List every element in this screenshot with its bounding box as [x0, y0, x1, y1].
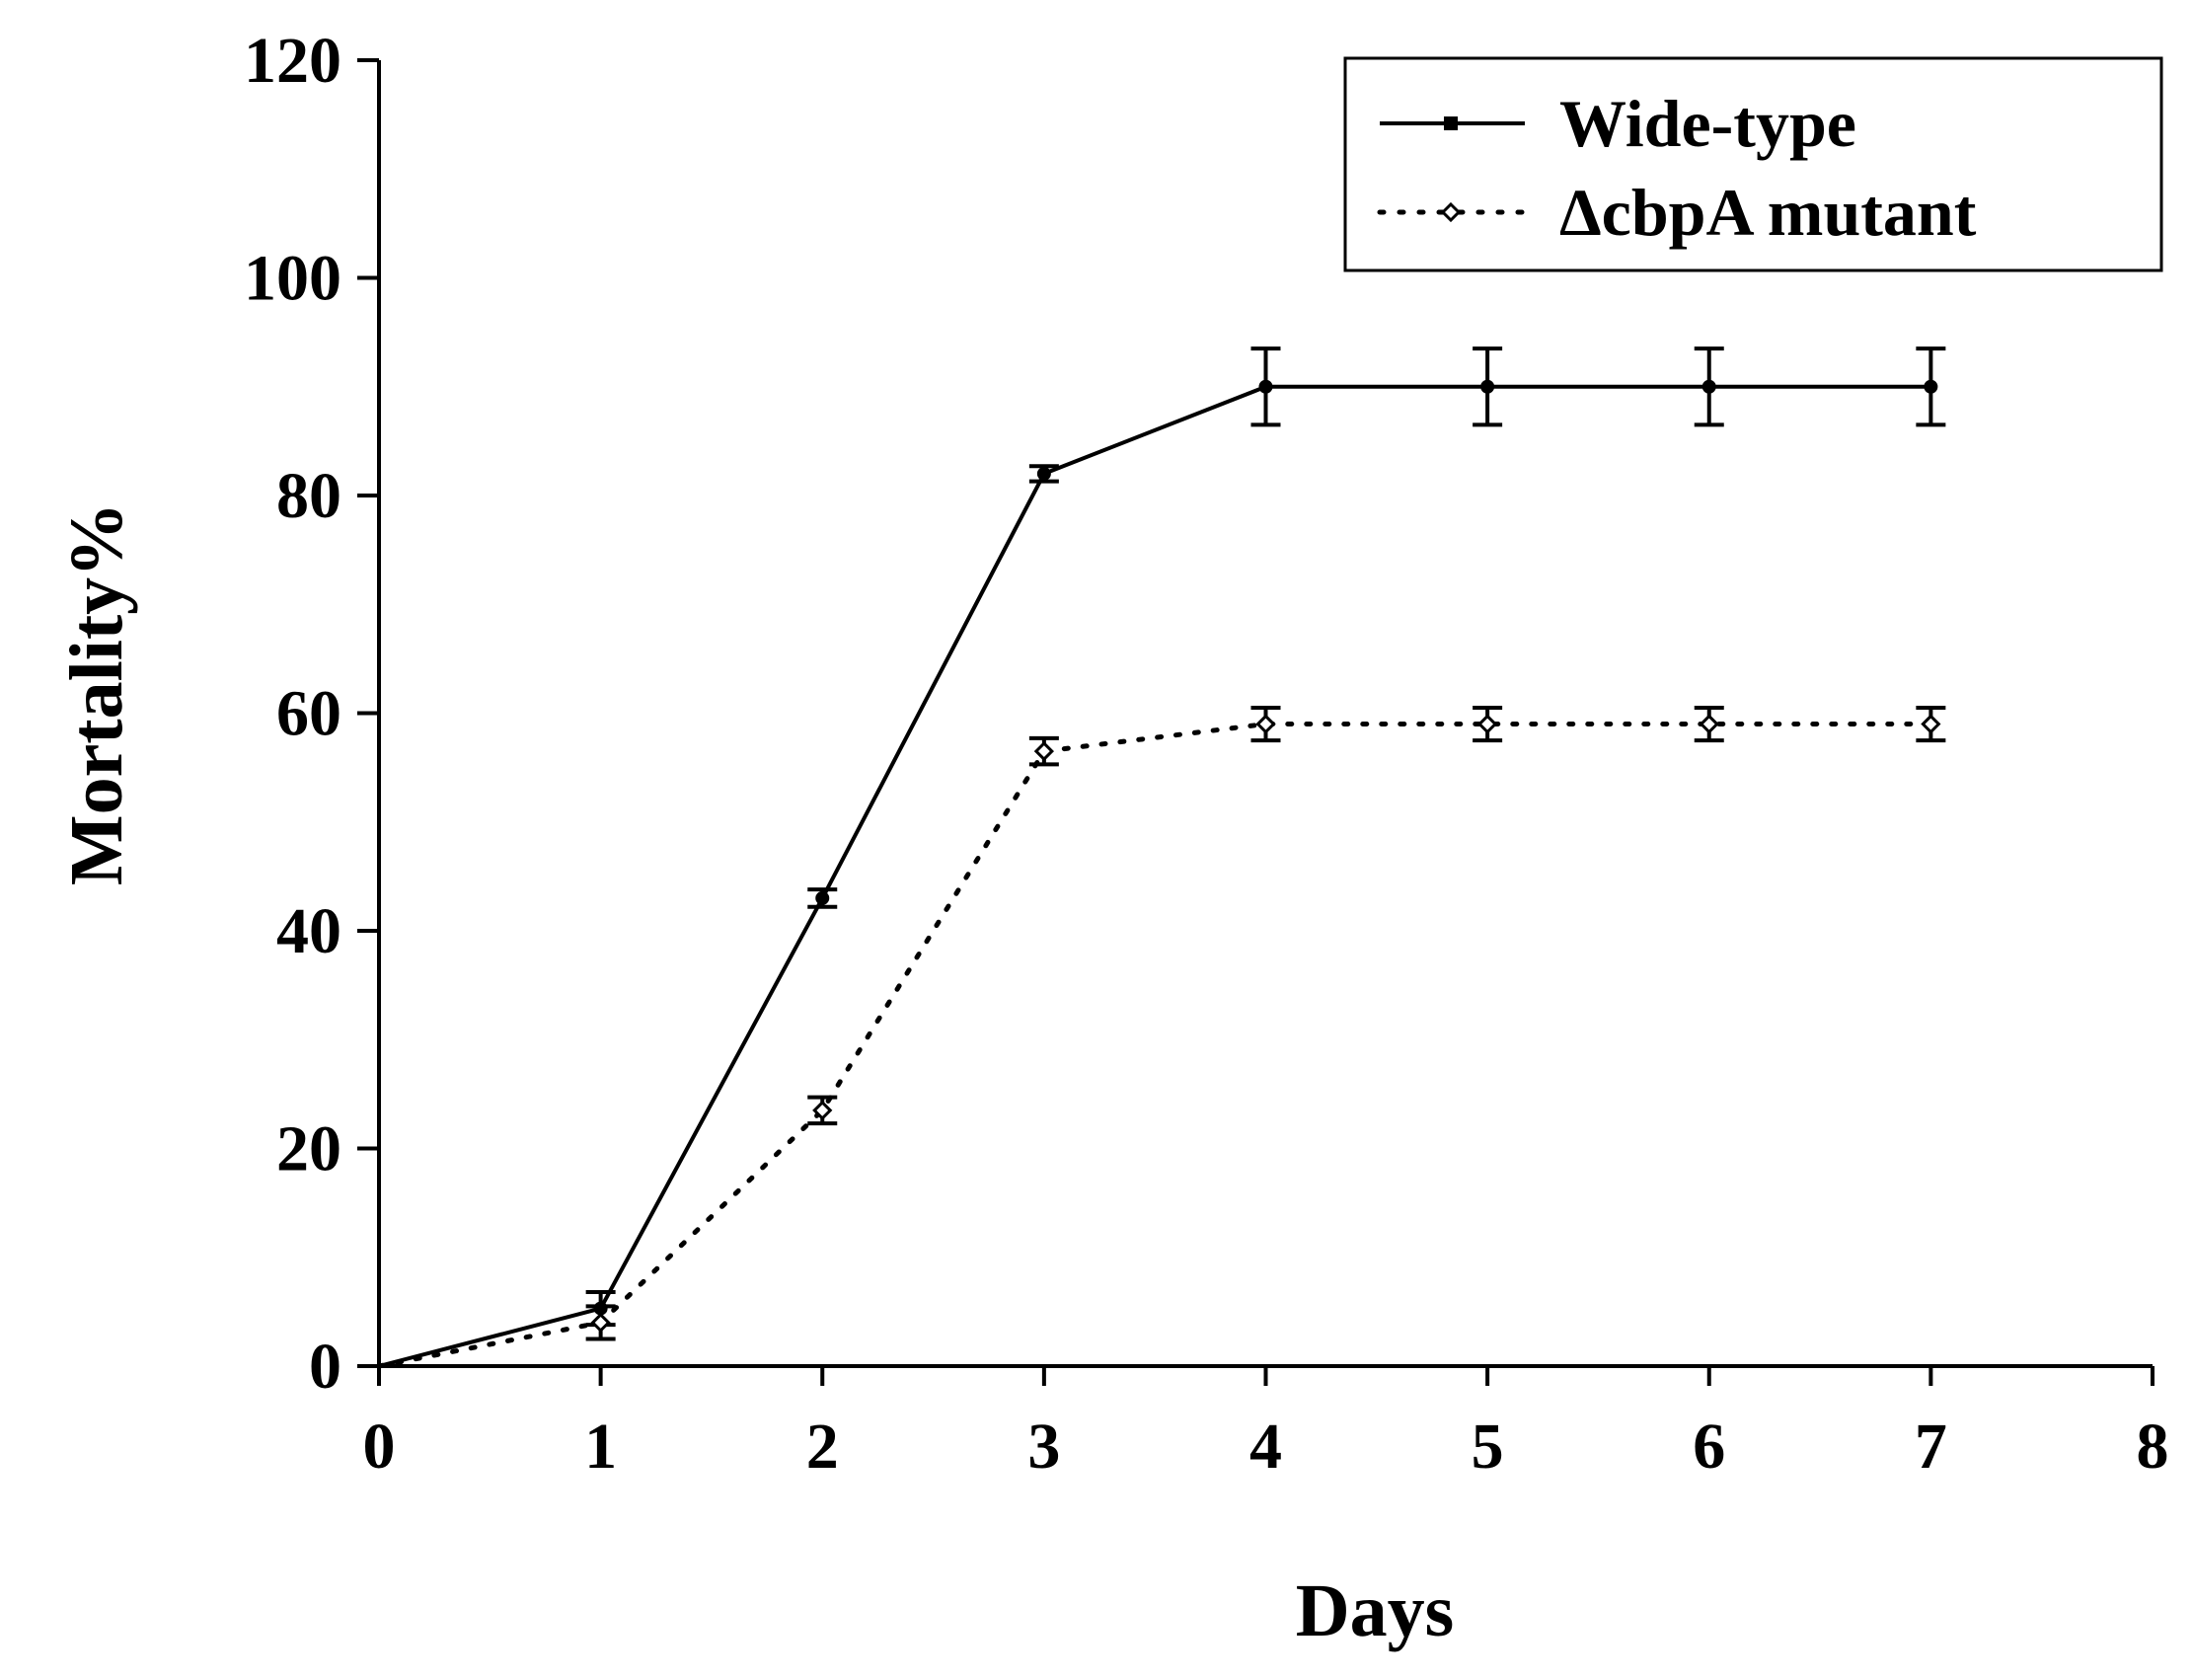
y-axis-title: Mortality% [55, 502, 138, 885]
data-point [1701, 379, 1716, 394]
legend-box [1343, 56, 2163, 272]
series-wide-type [378, 346, 1946, 1368]
legend-entries: Wide-type ΔcbpA mutant [1377, 86, 1977, 250]
data-point [1033, 740, 1054, 762]
data-point [1921, 714, 1941, 734]
legend-marker [1440, 201, 1462, 223]
data-point [1924, 379, 1938, 394]
y-tick-label: 60 [276, 678, 341, 750]
y-tick-label: 120 [244, 25, 341, 97]
legend-marker [1444, 116, 1458, 130]
data-point [815, 890, 830, 905]
x-tick-label: 8 [2137, 1411, 2169, 1483]
data-point [1477, 714, 1498, 734]
data-point [1036, 466, 1051, 481]
series-layer [376, 346, 1946, 1369]
x-axis-title: Days [1296, 1569, 1454, 1652]
x-tick-label: 5 [1472, 1411, 1504, 1483]
y-tick-label: 40 [276, 895, 341, 967]
axes: 0 20 40 60 80 100 120 0 1 2 3 4 5 6 7 8 [244, 25, 2169, 1483]
x-tick-label: 7 [1915, 1411, 1947, 1483]
y-tick-label: 100 [244, 243, 341, 315]
legend-entry: ΔcbpA mutant [1377, 175, 1977, 250]
y-tick-label: 80 [276, 460, 341, 532]
data-point [812, 1100, 833, 1121]
data-point [1255, 714, 1276, 734]
legend-label: ΔcbpA mutant [1559, 175, 1977, 250]
y-tick-label: 0 [309, 1331, 341, 1403]
series-line [378, 384, 1931, 1368]
series-cbpa-mutant [376, 705, 1946, 1369]
x-tick-label: 3 [1027, 1411, 1060, 1483]
x-tick-label: 2 [806, 1411, 839, 1483]
x-tick-label: 0 [363, 1411, 396, 1483]
data-point [1699, 714, 1719, 734]
data-point [1480, 379, 1495, 394]
x-tick-label: 6 [1693, 1411, 1725, 1483]
y-tick-label: 20 [276, 1113, 341, 1185]
data-point [590, 1312, 611, 1334]
data-point [1258, 379, 1273, 394]
legend-label: Wide-type [1559, 86, 1856, 161]
x-tick-label: 4 [1249, 1411, 1282, 1483]
x-tick-label: 1 [584, 1411, 617, 1483]
series-line [376, 722, 1933, 1369]
legend: Wide-type ΔcbpA mutant [1343, 56, 2163, 272]
legend-entry: Wide-type [1380, 86, 1856, 161]
